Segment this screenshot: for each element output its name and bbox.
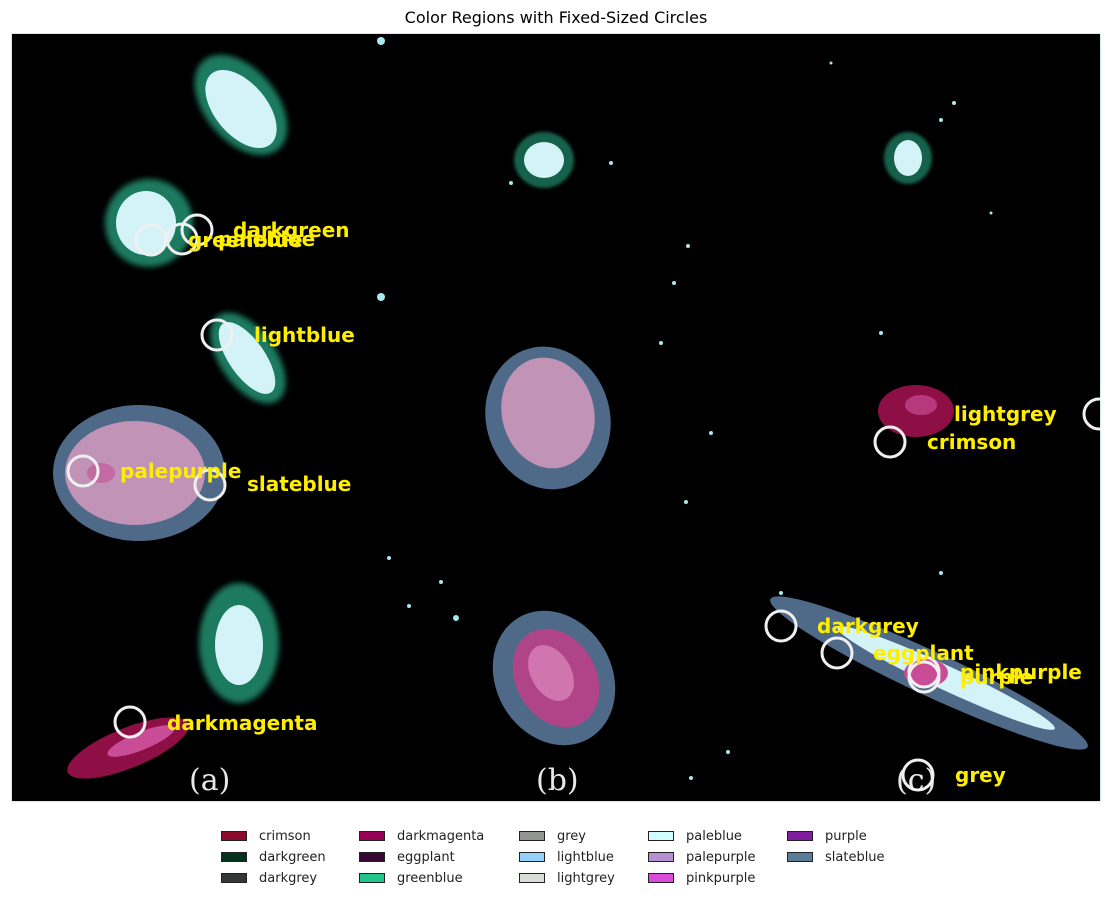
legend-label: lightgrey	[557, 870, 615, 886]
circle-darkgrey	[764, 609, 798, 643]
label-pinkpurple: pinkpurple	[960, 660, 1082, 684]
legend-swatch	[648, 852, 674, 862]
circle-crimson	[873, 425, 907, 459]
galaxy-b2	[485, 346, 611, 490]
label-slateblue: slateblue	[247, 472, 351, 496]
label-lightblue: lightblue	[254, 323, 355, 347]
legend-swatch	[648, 831, 674, 841]
legend-item-purple: purple	[787, 826, 867, 846]
legend-swatch	[519, 831, 545, 841]
panel-label-a: (a)	[189, 763, 230, 798]
label-darkgrey: darkgrey	[817, 614, 919, 638]
legend-label: slateblue	[825, 849, 885, 865]
circle-purple	[907, 660, 941, 694]
legend-label: purple	[825, 828, 867, 844]
legend-swatch	[359, 873, 385, 883]
legend-swatch	[519, 873, 545, 883]
legend-label: lightblue	[557, 849, 614, 865]
circle-grey	[901, 758, 935, 792]
galaxy-b1	[514, 132, 574, 188]
circle-lightblue	[200, 318, 234, 352]
legend-label: crimson	[259, 828, 311, 844]
legend-swatch	[221, 873, 247, 883]
legend-item-pinkpurple: pinkpurple	[648, 868, 755, 888]
legend-swatch	[519, 852, 545, 862]
circle-eggplant	[820, 636, 854, 670]
legend-swatch	[648, 873, 674, 883]
background-stars	[377, 37, 993, 780]
legend-item-darkmagenta: darkmagenta	[359, 826, 484, 846]
legend-label: darkgreen	[259, 849, 326, 865]
galaxy-a6	[67, 717, 189, 779]
legend-swatch	[787, 831, 813, 841]
legend-label: eggplant	[397, 849, 455, 865]
annotation-labels: darkgreen paleblue greenblue lightblue p…	[120, 218, 1082, 787]
legend-item-lightgrey: lightgrey	[519, 868, 615, 888]
legend-item-slateblue: slateblue	[787, 847, 885, 867]
legend-item-darkgreen: darkgreen	[221, 847, 326, 867]
circle-greenblue	[134, 223, 168, 257]
annotation-circles	[66, 213, 1101, 792]
galaxy-a2	[105, 179, 193, 267]
legend-item-palepurple: palepurple	[648, 847, 756, 867]
legend-label: paleblue	[686, 828, 742, 844]
circle-palepurple	[66, 454, 100, 488]
label-palepurple: palepurple	[120, 459, 241, 483]
legend-item-greenblue: greenblue	[359, 868, 463, 888]
galaxy-c2	[878, 385, 954, 437]
figure-title: Color Regions with Fixed-Sized Circles	[404, 8, 708, 27]
label-paleblue: paleblue	[218, 227, 315, 251]
circle-lightgrey	[1082, 397, 1101, 431]
galaxy-a5	[199, 583, 279, 703]
legend-item-lightblue: lightblue	[519, 847, 614, 867]
legend-item-grey: grey	[519, 826, 586, 846]
label-greenblue: greenblue	[188, 228, 303, 252]
label-darkmagenta: darkmagenta	[167, 711, 318, 735]
legend-label: pinkpurple	[686, 870, 756, 886]
legend-label: darkgrey	[259, 870, 318, 886]
segmentation-image: (a) (b) (c) darkgreen paleblue greenblue…	[11, 33, 1101, 802]
label-crimson: crimson	[927, 430, 1016, 454]
legend-swatch	[787, 852, 813, 862]
legend-label: palepurple	[686, 849, 756, 865]
panel-label-b: (b)	[536, 763, 579, 798]
legend-swatch	[221, 831, 247, 841]
label-darkgreen: darkgreen	[233, 218, 350, 242]
panel-labels: (a) (b) (c)	[189, 763, 936, 798]
circle-slateblue	[193, 468, 227, 502]
galaxy-b3	[492, 610, 616, 746]
galaxy-a1	[194, 54, 288, 156]
legend-swatch	[221, 852, 247, 862]
legend-item-paleblue: paleblue	[648, 826, 742, 846]
legend-item-eggplant: eggplant	[359, 847, 455, 867]
legend-item-darkgrey: darkgrey	[221, 868, 317, 888]
circle-darkmagenta	[113, 705, 147, 739]
label-lightgrey: lightgrey	[954, 402, 1057, 426]
legend-label: greenblue	[397, 870, 463, 886]
legend-item-crimson: crimson	[221, 826, 311, 846]
label-grey: grey	[955, 763, 1006, 787]
legend-label: darkmagenta	[397, 828, 485, 844]
label-purple: purple	[960, 665, 1033, 689]
galaxy-a4	[53, 405, 225, 541]
galaxy-a3	[210, 312, 286, 404]
label-eggplant: eggplant	[873, 641, 974, 665]
galaxy-c1	[884, 132, 932, 184]
legend-label: grey	[557, 828, 587, 844]
legend-swatch	[359, 831, 385, 841]
legend-swatch	[359, 852, 385, 862]
